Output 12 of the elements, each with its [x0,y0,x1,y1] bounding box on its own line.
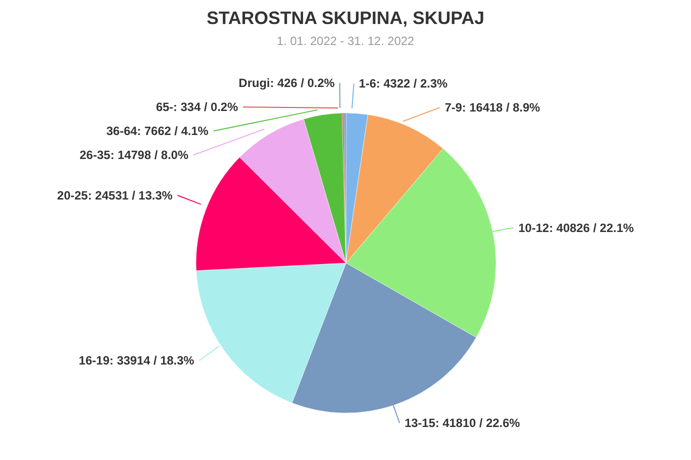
slice-label: 26-35: 14798 / 8.0% [80,148,189,162]
slice-label: Drugi: 426 / 0.2% [238,76,336,90]
chart-subtitle: 1. 01. 2022 - 31. 12. 2022 [276,34,416,48]
slice-label: 10-12: 40826 / 22.1% [518,220,634,235]
slice-label: 13-15: 41810 / 22.6% [404,416,520,430]
slice-label: 16-19: 33914 / 18.3% [78,354,195,368]
chart-title: STAROSTNA SKUPINA, SKUPAJ [206,8,486,29]
slice-label: 36-64: 7662 / 4.1% [106,124,209,138]
slice-label: 65-: 334 / 0.2% [156,100,238,114]
slice-label: 7-9: 16418 / 8.9% [444,100,540,114]
slice-label: 20-25: 24531 / 13.3% [57,188,173,202]
slice-label: 1-6: 4322 / 2.3% [358,76,448,90]
